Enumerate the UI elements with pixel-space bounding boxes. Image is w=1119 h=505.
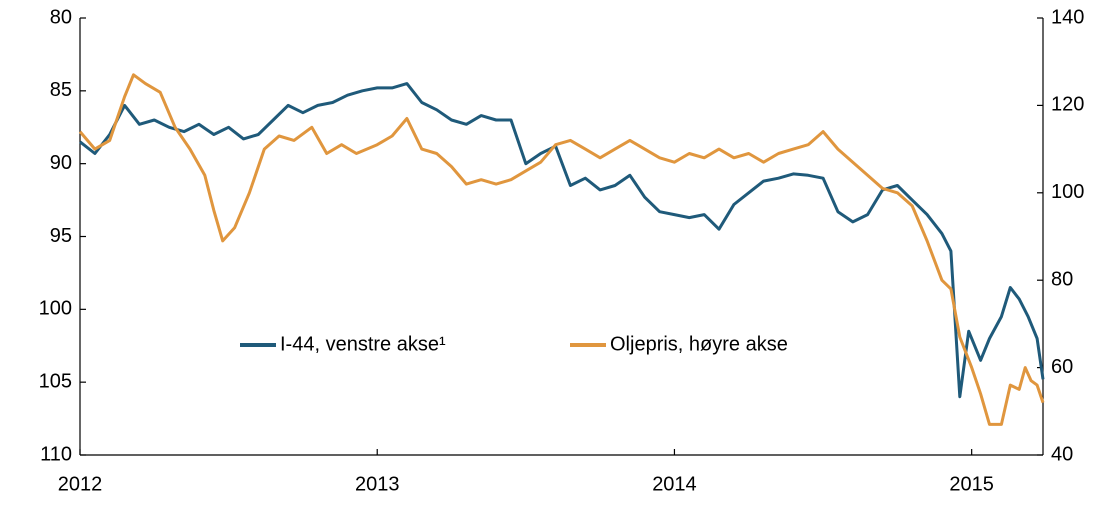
legend-label: I-44, venstre akse¹: [280, 333, 446, 355]
y2-tick-label: 140: [1051, 6, 1084, 28]
y2-tick-label: 80: [1051, 268, 1073, 290]
y2-tick-label: 100: [1051, 181, 1084, 203]
y-tick-label: 110: [40, 443, 72, 465]
y2-tick-label: 40: [1051, 443, 1073, 465]
x-tick-label: 2014: [652, 473, 697, 495]
y-tick-label: 105: [39, 370, 72, 392]
x-tick-label: 2013: [355, 473, 400, 495]
y-tick-label: 90: [50, 152, 72, 174]
x-tick-label: 2012: [58, 473, 103, 495]
y-tick-label: 80: [50, 6, 72, 28]
y2-tick-label: 60: [1051, 356, 1073, 378]
legend-label: Oljepris, høyre akse: [610, 333, 788, 355]
line-series: [78, 73, 1045, 426]
line-series: [79, 82, 1045, 399]
y-tick-label: 95: [50, 225, 72, 247]
y-tick-label: 85: [50, 79, 72, 101]
x-tick-label: 2015: [949, 473, 994, 495]
y2-tick-label: 120: [1051, 94, 1084, 116]
y-tick-label: 100: [39, 298, 72, 320]
